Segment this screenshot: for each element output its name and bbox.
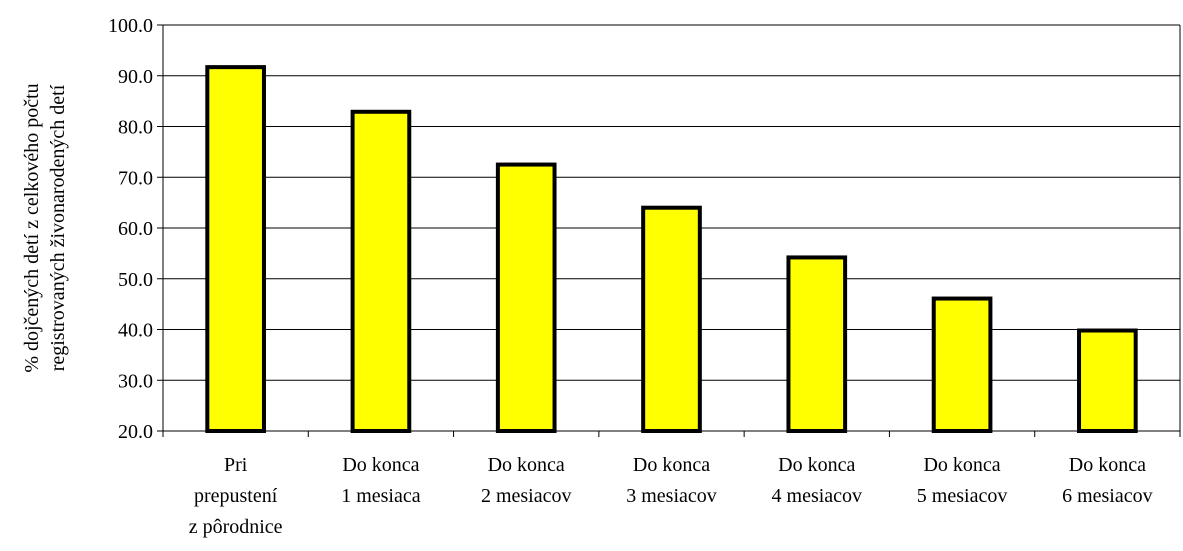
x-category-label: Do konca 1 mesiaca: [341, 454, 421, 507]
y-tick-label: 30.0: [118, 370, 153, 392]
y-axis-title: % dojčených detí z celkového počtu regist…: [21, 83, 69, 372]
x-category-label: Do konca 4 mesiacov: [772, 454, 863, 507]
y-tick-label: 60.0: [118, 218, 153, 240]
y-axis-title-line: % dojčených detí z celkového počtu: [21, 83, 43, 372]
x-category-label: Do konca 5 mesiacov: [917, 454, 1008, 507]
x-category-label-line: Pri: [224, 454, 248, 476]
y-axis-title-line: registrovaných živonarodených detí: [47, 84, 69, 371]
x-category-label-line: Do konca: [923, 454, 1000, 476]
x-category-label-line: Do konca: [488, 454, 565, 476]
x-category-label-line: 6 mesiacov: [1062, 485, 1153, 507]
y-tick-label: 70.0: [118, 167, 153, 189]
y-tick-label: 40.0: [118, 320, 153, 342]
x-category-label-line: Do konca: [342, 454, 419, 476]
bar: [205, 65, 266, 433]
bar: [350, 109, 412, 433]
x-category-label-line: 2 mesiacov: [481, 485, 572, 507]
axes: [157, 24, 1181, 437]
y-tick-label: 90.0: [118, 66, 153, 88]
x-category-labels: Pri prepustení z pôrodnice Do konca 1 mesiac…: [189, 454, 1153, 538]
bar: [786, 255, 848, 433]
bar: [641, 205, 702, 433]
y-tick-label: 50.0: [118, 269, 153, 291]
x-category-label: Do konca 2 mesiacov: [481, 454, 572, 507]
x-category-label-line: 3 mesiacov: [626, 485, 717, 507]
x-category-label-line: Do konca: [633, 454, 710, 476]
x-category-label: Pri prepustení z pôrodnice: [189, 454, 283, 538]
bars: [205, 65, 1138, 434]
x-category-label-line: Do konca: [778, 454, 855, 476]
y-tick-labels: 20.0 30.0 40.0 50.0 60.0 70.0 80.0 90.0 100.0: [108, 15, 153, 443]
bar: [931, 296, 993, 434]
x-category-label-line: 4 mesiacov: [772, 485, 863, 507]
y-tick-label: 20.0: [118, 421, 153, 443]
x-category-label-line: 1 mesiaca: [341, 485, 421, 507]
y-tick-label: 100.0: [108, 15, 153, 37]
x-category-label-line: 5 mesiacov: [917, 485, 1008, 507]
x-category-label: Do konca 3 mesiacov: [626, 454, 717, 507]
x-category-label-line: prepustení: [194, 485, 278, 507]
x-category-label: Do konca 6 mesiacov: [1062, 454, 1153, 507]
x-category-label-line: z pôrodnice: [189, 516, 283, 538]
x-category-label-line: Do konca: [1069, 454, 1146, 476]
bar: [495, 162, 557, 433]
bar: [1077, 328, 1138, 434]
y-tick-label: 80.0: [118, 117, 153, 139]
